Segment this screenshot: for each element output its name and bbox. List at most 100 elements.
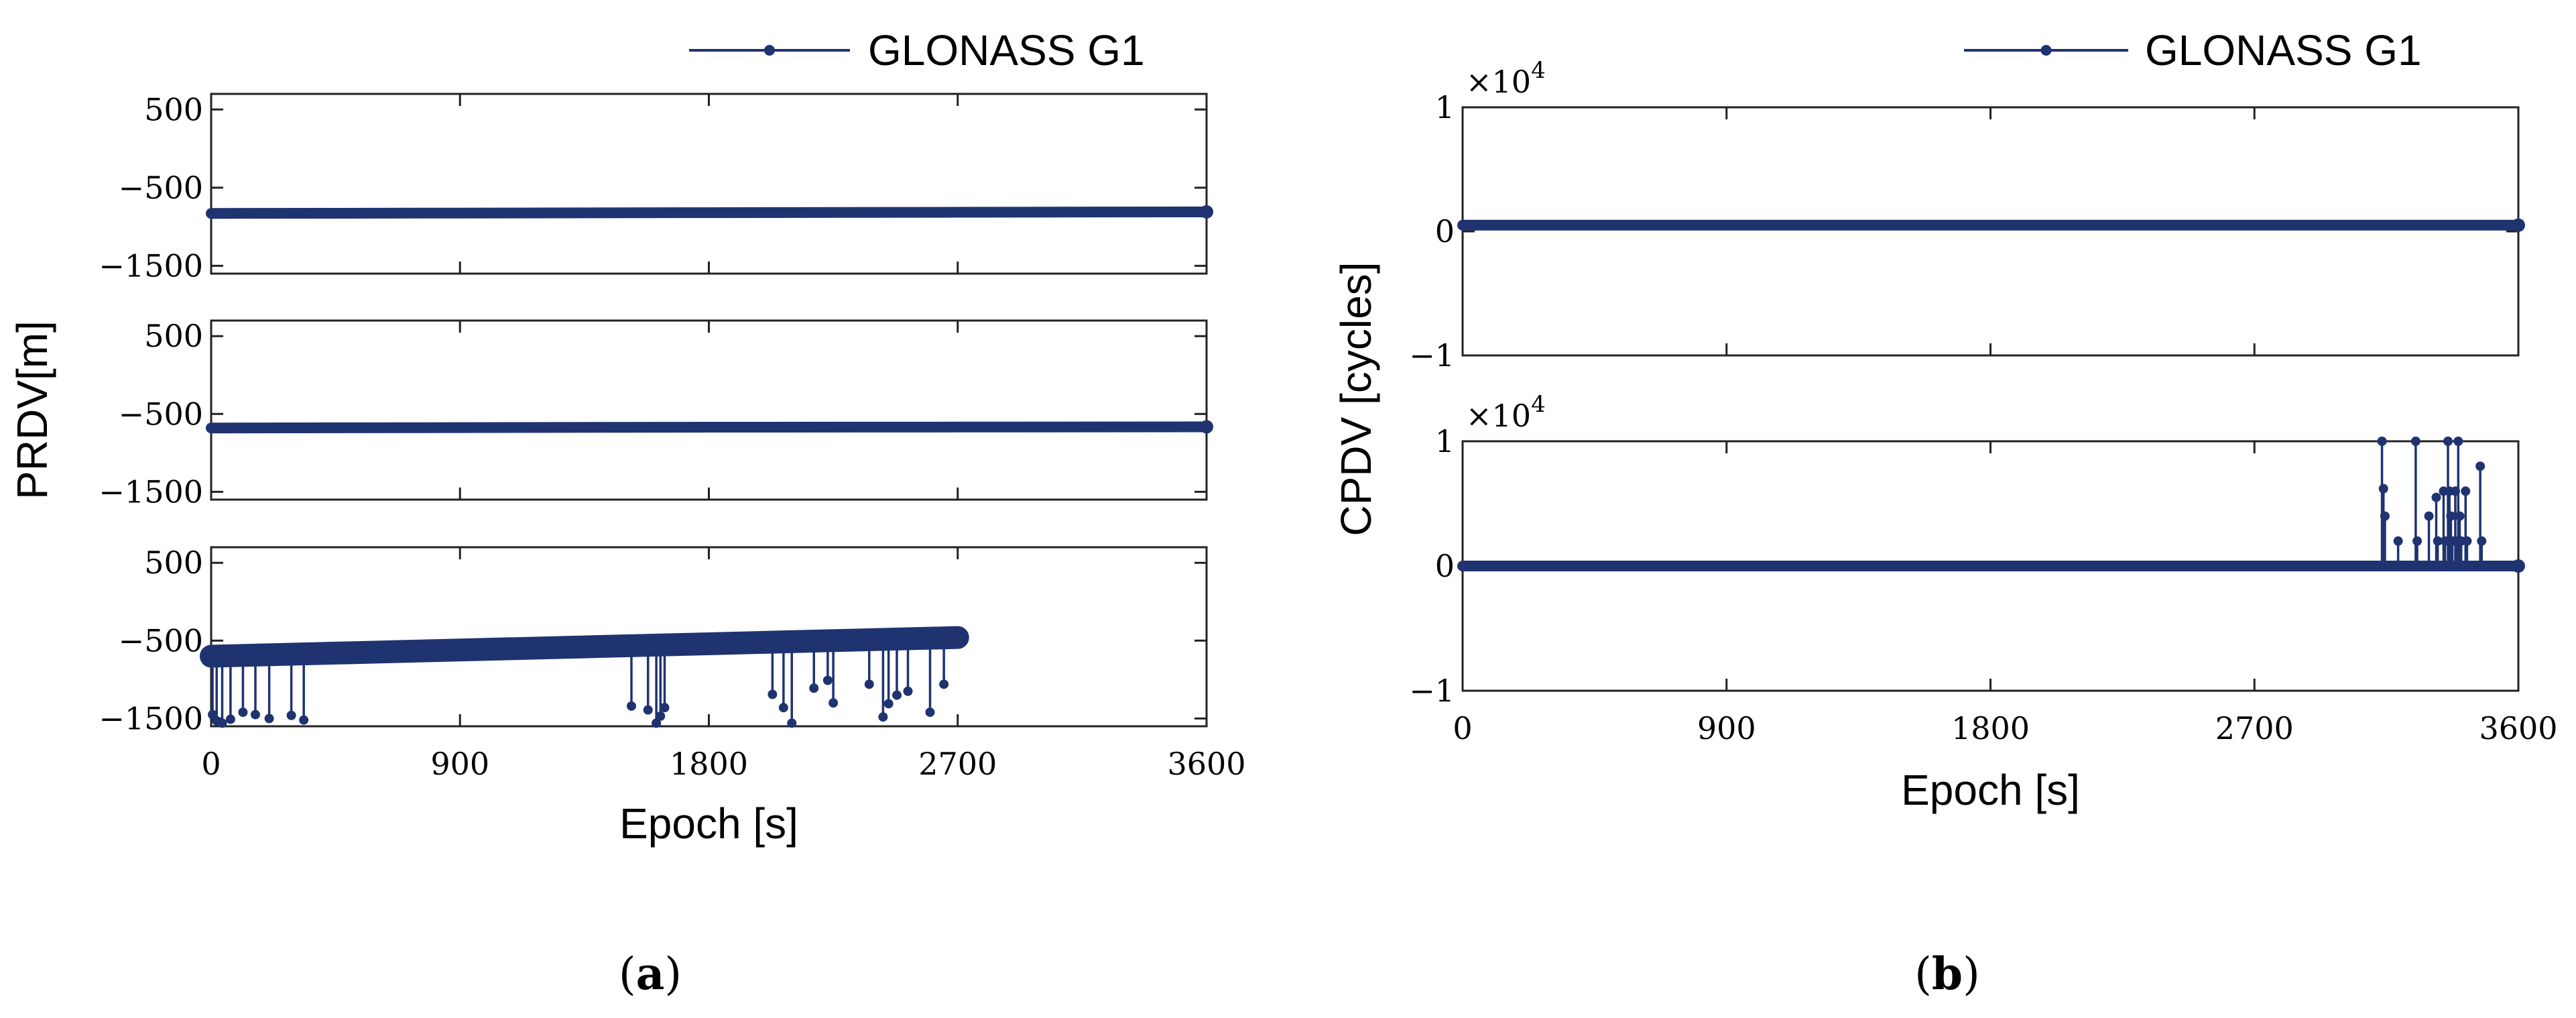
y-tick-label: 500 — [144, 91, 203, 127]
spike-point — [299, 715, 309, 725]
spike-point — [2378, 484, 2388, 494]
spike-point — [2461, 486, 2471, 496]
legend-marker — [2040, 45, 2052, 56]
y-tick-label: −1500 — [99, 700, 203, 736]
spike-point — [925, 708, 935, 718]
x-tick-label: 0 — [201, 746, 221, 782]
spike-point — [217, 718, 227, 728]
caption-b-letter: b — [1932, 948, 1963, 1000]
panel-a: GLONASS G1 500 −500 −1500 500 −500 −1500 500 −50… — [8, 26, 1246, 848]
spike-point — [643, 705, 653, 715]
spike-point — [2410, 437, 2420, 446]
y-tick-label: −500 — [119, 170, 203, 206]
series-end-point — [1200, 420, 1213, 434]
plot-frame — [210, 93, 1208, 275]
y-tick-label: −1 — [1409, 673, 1455, 709]
y-tick-label: −500 — [119, 622, 203, 659]
subplot-1: 1 0 −1 ×104 — [1409, 57, 2525, 374]
exponent-power: 4 — [1531, 391, 1546, 418]
y-tick-label: 0 — [1435, 213, 1455, 249]
spike-point — [2443, 437, 2453, 446]
y-tick-label: −1500 — [99, 473, 203, 510]
spike-point — [778, 703, 788, 713]
spike-point — [768, 689, 778, 699]
x-tick-label: 900 — [1697, 710, 1756, 746]
y-tick-label: 1 — [1435, 423, 1455, 459]
caption-a: (a) — [619, 948, 682, 1000]
y-tick-label: −1 — [1409, 337, 1455, 374]
caption-a-letter: a — [636, 948, 665, 1000]
spike-point — [892, 690, 902, 700]
y-tick-label: 500 — [144, 545, 203, 581]
series-band — [200, 626, 969, 668]
spike-point — [787, 718, 797, 728]
spike-point — [2433, 536, 2443, 546]
x-tick-label: 2700 — [918, 746, 997, 782]
spike-point — [660, 703, 670, 713]
subplot-3: 500 −500 −1500 0 900 1800 2700 3600 — [99, 545, 1245, 782]
spike-point — [251, 710, 260, 720]
legend-marker — [764, 45, 775, 56]
exponent-label: ×104 — [1466, 57, 1546, 100]
y-tick-label: 500 — [144, 318, 203, 354]
spike-point — [2446, 511, 2456, 521]
x-tick-label: 1800 — [1951, 710, 2030, 746]
spike-point — [2453, 437, 2463, 446]
caption-b: (b) — [1914, 948, 1980, 1000]
spike-point — [2412, 536, 2422, 546]
subplot-2: 500 −500 −1500 — [99, 318, 1213, 510]
series-end-point — [950, 630, 965, 644]
legend-label: GLONASS G1 — [2145, 26, 2422, 74]
x-tick-label: 2700 — [2215, 710, 2294, 746]
spike-point — [652, 718, 662, 728]
y-axis-label: PRDV[m] — [8, 321, 56, 500]
y-tick-label: 0 — [1435, 548, 1455, 584]
x-tick-label: 3600 — [2479, 710, 2557, 746]
x-tick-label: 900 — [430, 746, 489, 782]
spike-point — [809, 683, 819, 693]
exponent-power: 4 — [1531, 57, 1546, 84]
plot-frame — [210, 319, 1208, 501]
spike-point — [939, 679, 949, 689]
spike-point — [656, 711, 666, 721]
spike-point — [829, 698, 839, 708]
spike-point — [2393, 536, 2403, 546]
series-end-point — [2512, 218, 2525, 232]
subplot-1: 500 −500 −1500 — [99, 91, 1213, 284]
spike-point — [238, 708, 248, 718]
spike-point — [225, 714, 235, 724]
y-tick-label: −1500 — [99, 247, 203, 284]
series-band — [206, 421, 1212, 434]
exponent-label: ×104 — [1466, 391, 1546, 434]
spike-point — [2380, 511, 2390, 521]
y-tick-label: 1 — [1435, 89, 1455, 125]
series-band — [206, 206, 1212, 219]
spike-point — [264, 714, 274, 724]
spike-point — [2377, 437, 2387, 446]
x-axis-label: Epoch [s] — [619, 799, 798, 848]
legend-label: GLONASS G1 — [868, 26, 1145, 74]
spike-point — [2475, 461, 2486, 471]
spike-point — [2424, 511, 2434, 521]
series-end-point — [2512, 559, 2525, 573]
series-end-point — [1200, 205, 1213, 219]
spike-point — [286, 710, 296, 720]
x-axis-label: Epoch [s] — [1901, 766, 2080, 814]
x-tick-label: 3600 — [1167, 746, 1245, 782]
spike-point — [864, 679, 874, 689]
spike-point — [2431, 492, 2441, 502]
spike-point — [878, 712, 888, 722]
y-axis-label: CPDV [cycles] — [1332, 262, 1380, 536]
spike-point — [2455, 511, 2465, 521]
x-tick-label: 1800 — [670, 746, 748, 782]
spike-point — [822, 675, 833, 685]
spike-point — [2462, 536, 2472, 546]
y-tick-label: −500 — [119, 396, 203, 432]
x-tick-label: 0 — [1453, 710, 1472, 746]
spike-point — [627, 701, 636, 711]
plot-frame — [1461, 106, 2520, 357]
spike-point — [883, 699, 894, 709]
